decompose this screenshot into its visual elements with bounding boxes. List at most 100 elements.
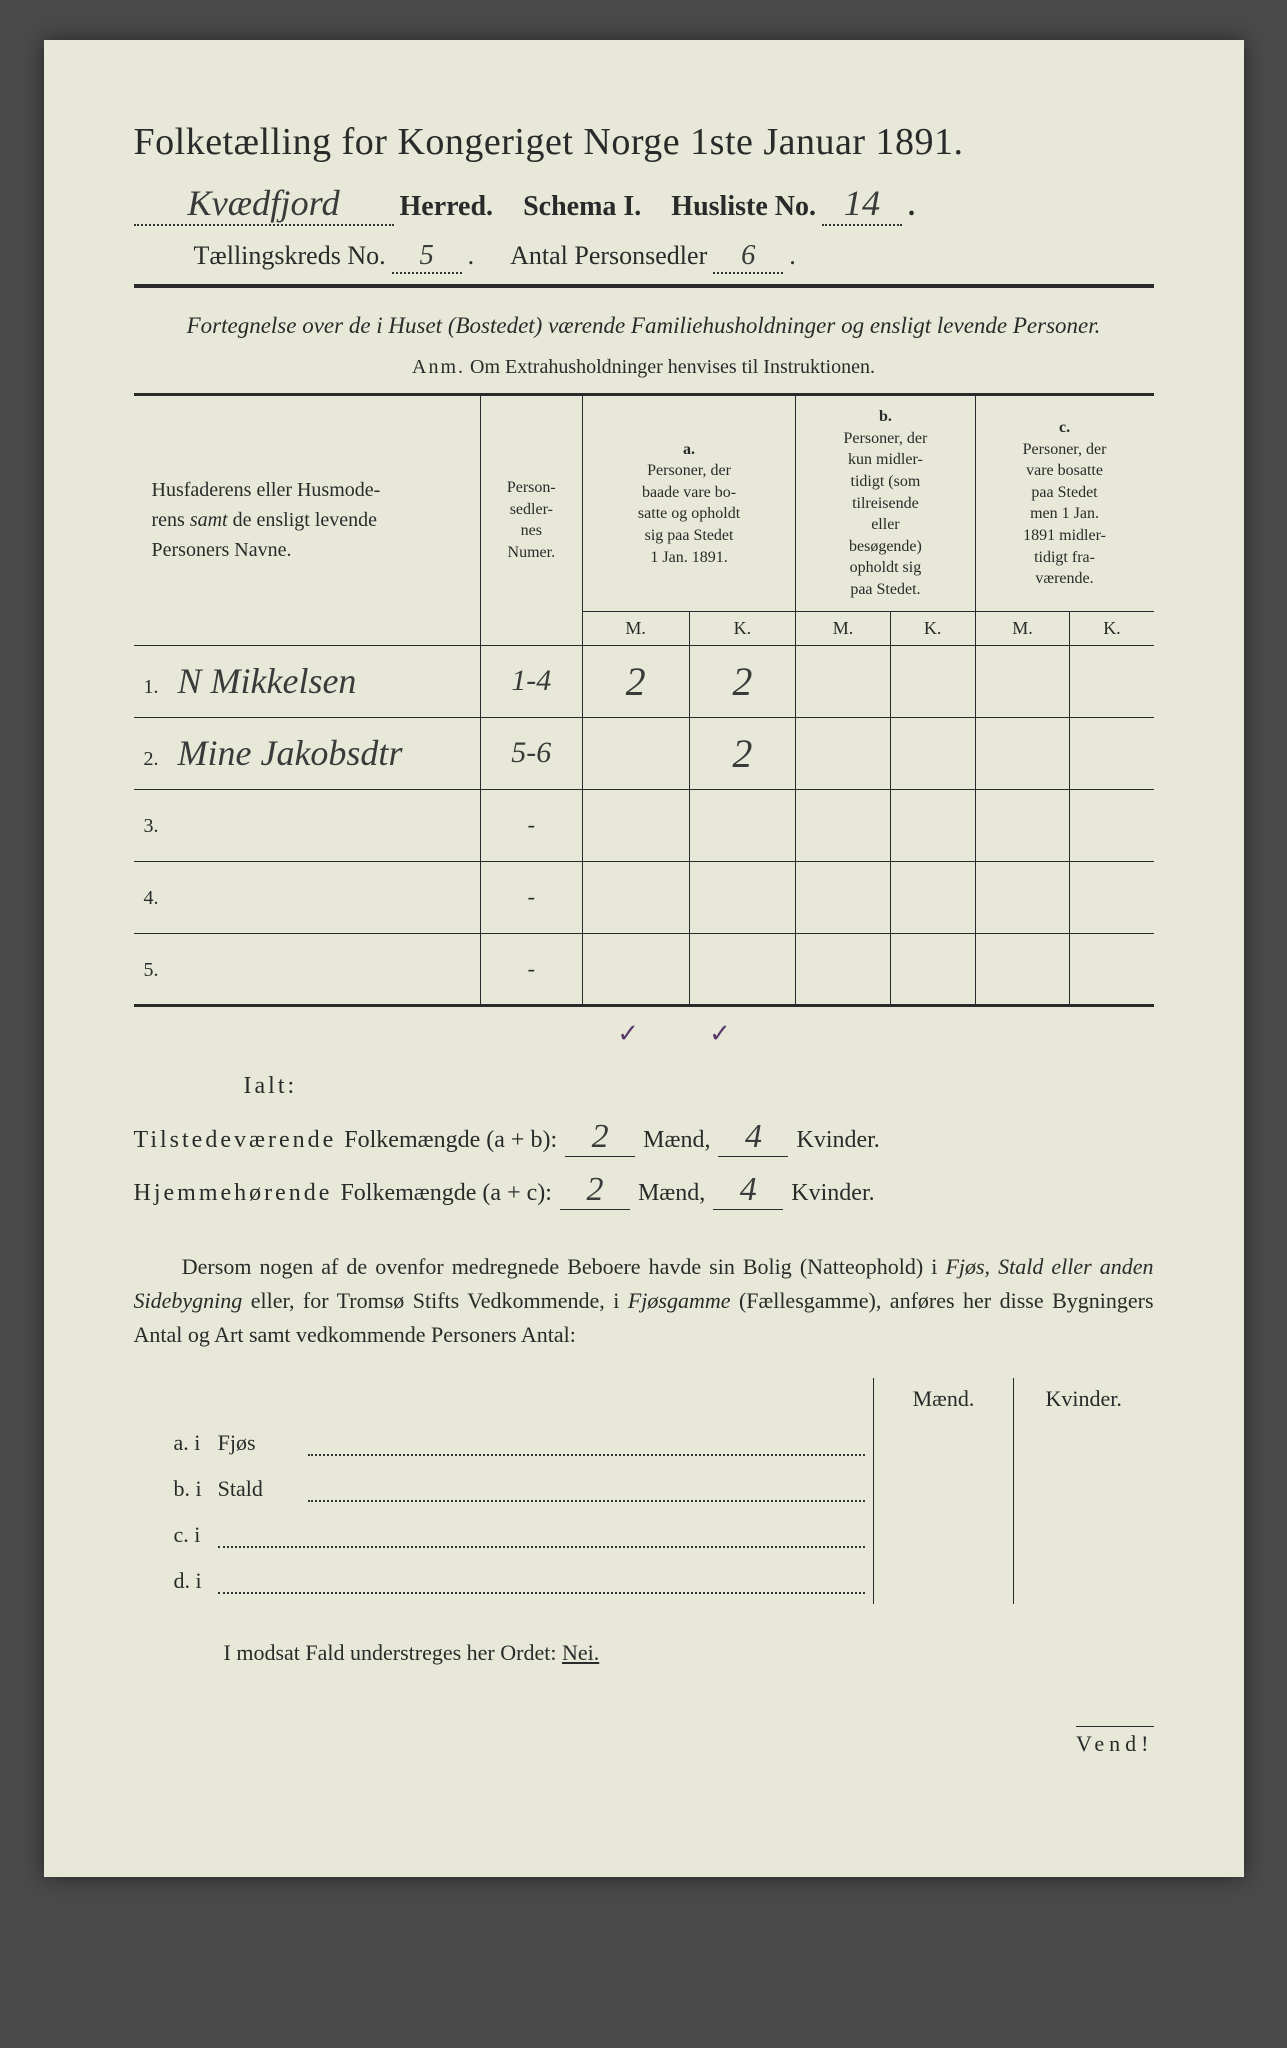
row-nums: -	[480, 789, 582, 861]
col-names: Husfaderens eller Husmode-rens samt de e…	[134, 395, 481, 645]
cell-bm	[796, 717, 890, 789]
col-c-m: M.	[975, 611, 1070, 645]
check-icon: ✓	[709, 1019, 731, 1048]
row-name: Mine Jakobsdtr	[178, 733, 403, 773]
totals-line-2: Hjemmehørende Folkemængde (a + c): 2 Mæn…	[134, 1171, 1154, 1210]
col-a-label: a.	[683, 441, 695, 458]
dotfill	[218, 1546, 865, 1548]
kreds-field: 5	[392, 240, 462, 274]
table-row: 5. -	[134, 933, 1154, 1005]
cell-bm	[796, 645, 890, 717]
check-icon: ✓	[617, 1019, 639, 1048]
nei-line: I modsat Fald understreges her Ordet: Ne…	[224, 1640, 1154, 1666]
cell-cm	[975, 717, 1070, 789]
cell-ck	[1070, 645, 1154, 717]
schema-label: Schema I.	[523, 191, 641, 223]
kvinder-label2: Kvinder.	[791, 1180, 874, 1207]
hjemme-label: Hjemmehørende	[134, 1180, 333, 1207]
anm-prefix: Anm.	[412, 356, 465, 378]
anm-text: Om Extrahusholdninger henvises til Instr…	[470, 356, 875, 378]
kvinder-label: Kvinder.	[796, 1127, 879, 1154]
intro-italic: Fortegnelse over de i Huset (Bostedet) v…	[134, 310, 1154, 342]
row-num: 1.	[144, 676, 164, 699]
page-title: Folketælling for Kongeriget Norge 1ste J…	[134, 120, 1154, 164]
husliste-field: 14	[822, 182, 902, 226]
col-b-m: M.	[796, 611, 890, 645]
dotfill	[308, 1454, 865, 1456]
ob-pre: b. i	[134, 1466, 210, 1512]
herred-field: Kvædfjord	[134, 182, 394, 226]
nei-pre: I modsat Fald understreges her Ordet:	[224, 1640, 557, 1665]
row-num: 3.	[144, 815, 164, 838]
ob-pre: a. i	[134, 1420, 210, 1466]
table-body: 1. N Mikkelsen 1-4 2 2 2. Mine Jakobsdtr 5…	[134, 645, 1154, 1005]
row-name: N Mikkelsen	[178, 661, 357, 701]
cell-bk	[890, 645, 975, 717]
cell-cm	[975, 645, 1070, 717]
row-num: 2.	[144, 748, 164, 771]
col-b-k: K.	[890, 611, 975, 645]
v1k: 4	[745, 1118, 762, 1155]
ob-kvinder: Kvinder.	[1014, 1378, 1154, 1420]
outbuildings-para: Dersom nogen af de ovenfor medregnede Be…	[134, 1250, 1154, 1352]
folke2-label: Folkemængde (a + c):	[340, 1180, 552, 1207]
col-a-m: M.	[582, 611, 689, 645]
maend-label2: Mænd,	[638, 1180, 705, 1207]
outbuild-row: b. i Stald	[134, 1466, 1154, 1512]
row-nums: 1-4	[511, 664, 551, 697]
table-row: 1. N Mikkelsen 1-4 2 2	[134, 645, 1154, 717]
ob-label: Fjøs	[210, 1420, 300, 1466]
table-row: 2. Mine Jakobsdtr 5-6 2	[134, 717, 1154, 789]
cell-bk	[890, 717, 975, 789]
herred-label: Herred.	[400, 191, 494, 223]
ialt-label: Ialt:	[244, 1073, 1154, 1100]
cell-ak: 2	[732, 659, 752, 704]
husliste-label: Husliste No.	[671, 191, 816, 223]
kreds-value: 5	[419, 240, 433, 271]
col-c-label: c.	[1059, 419, 1070, 436]
row-num: 4.	[144, 887, 164, 910]
outbuildings-table: Mænd. Kvinder. a. i Fjøs b. i Stald c. i…	[134, 1378, 1154, 1604]
row-num: 5.	[144, 959, 164, 982]
outbuild-row: d. i	[134, 1558, 1154, 1604]
col-a-k: K.	[689, 611, 796, 645]
col-nums: Person-sedler-nesNumer.	[480, 395, 582, 645]
antal-field: 6	[713, 240, 783, 274]
v1m: 2	[592, 1118, 609, 1155]
col-b: b. Personer, derkun midler-tidigt (somti…	[796, 395, 975, 611]
row-nums: -	[480, 861, 582, 933]
period2: .	[468, 241, 475, 271]
row-nums: 5-6	[511, 736, 551, 769]
antal-value: 6	[741, 240, 755, 271]
ob-label: Stald	[210, 1466, 300, 1512]
cell-am: 2	[626, 659, 646, 704]
herred-value: Kvædfjord	[187, 183, 339, 223]
maend-label: Mænd,	[643, 1127, 710, 1154]
cell-ak: 2	[732, 731, 752, 776]
nei-word: Nei.	[562, 1640, 599, 1665]
period: .	[908, 191, 915, 223]
period3: .	[789, 241, 796, 271]
ob-pre: c. i	[134, 1512, 210, 1558]
anm-line: Anm. Om Extrahusholdninger henvises til …	[134, 356, 1154, 379]
ob-maend: Mænd.	[874, 1378, 1014, 1420]
col-b-label: b.	[879, 408, 892, 425]
totals-line-1: Tilstedeværende Folkemængde (a + b): 2 M…	[134, 1118, 1154, 1157]
ob-pre: d. i	[134, 1558, 210, 1604]
cell-ck	[1070, 717, 1154, 789]
col-a: a. Personer, derbaade vare bo-satte og o…	[582, 395, 795, 611]
v2k: 4	[740, 1171, 757, 1208]
tilstede-label: Tilstedeværende	[134, 1127, 337, 1154]
table-row: 4. -	[134, 861, 1154, 933]
totals-block: Ialt: Tilstedeværende Folkemængde (a + b…	[134, 1073, 1154, 1210]
outbuild-row: c. i	[134, 1512, 1154, 1558]
table-row: 3. -	[134, 789, 1154, 861]
vend-label: Vend!	[1076, 1726, 1154, 1757]
v2m: 2	[586, 1171, 603, 1208]
check-row: ✓ ✓	[134, 1019, 1154, 1049]
col-c-k: K.	[1070, 611, 1154, 645]
husliste-value: 14	[844, 183, 880, 223]
header-line-3: Tællingskreds No. 5 . Antal Personsedler…	[134, 240, 1154, 274]
dotfill	[218, 1592, 865, 1594]
census-form-page: Folketælling for Kongeriget Norge 1ste J…	[44, 40, 1244, 1877]
